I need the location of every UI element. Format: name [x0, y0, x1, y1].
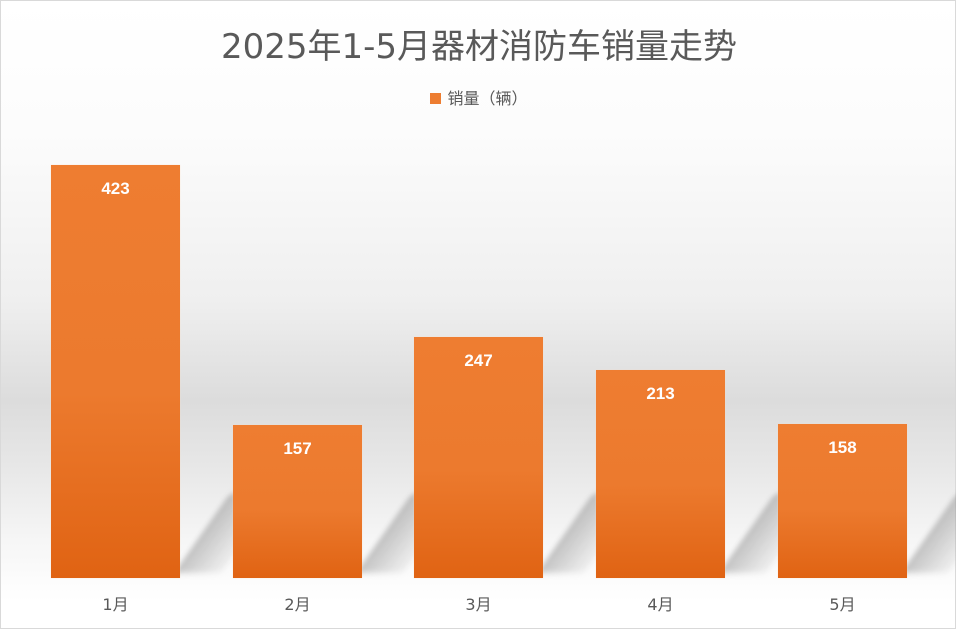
legend-label: 销量（辆） [447, 89, 528, 108]
bar-3[interactable]: 247 [414, 337, 543, 578]
data-label: 157 [283, 439, 312, 458]
x-axis-tick-label: 4月 [647, 595, 674, 614]
x-axis-tick-label: 2月 [284, 595, 311, 614]
bar-shadow [901, 493, 956, 573]
data-label: 423 [101, 179, 130, 198]
bar-1[interactable]: 423 [51, 165, 180, 578]
data-label: 158 [828, 438, 857, 457]
x-axis-tick-label: 5月 [829, 595, 856, 614]
bar-2[interactable]: 157 [233, 425, 362, 578]
chart-title: 2025年1-5月器材消防车销量走势 [220, 27, 738, 67]
legend-swatch-icon [430, 93, 442, 104]
bar-5[interactable]: 158 [778, 424, 907, 578]
bar-4[interactable]: 213 [596, 370, 725, 578]
x-axis-tick-label: 3月 [465, 595, 492, 614]
data-label: 213 [646, 384, 675, 403]
x-axis-tick-label: 1月 [102, 595, 129, 614]
data-label: 247 [464, 351, 493, 370]
chart-legend: 销量（辆） [1, 85, 956, 109]
